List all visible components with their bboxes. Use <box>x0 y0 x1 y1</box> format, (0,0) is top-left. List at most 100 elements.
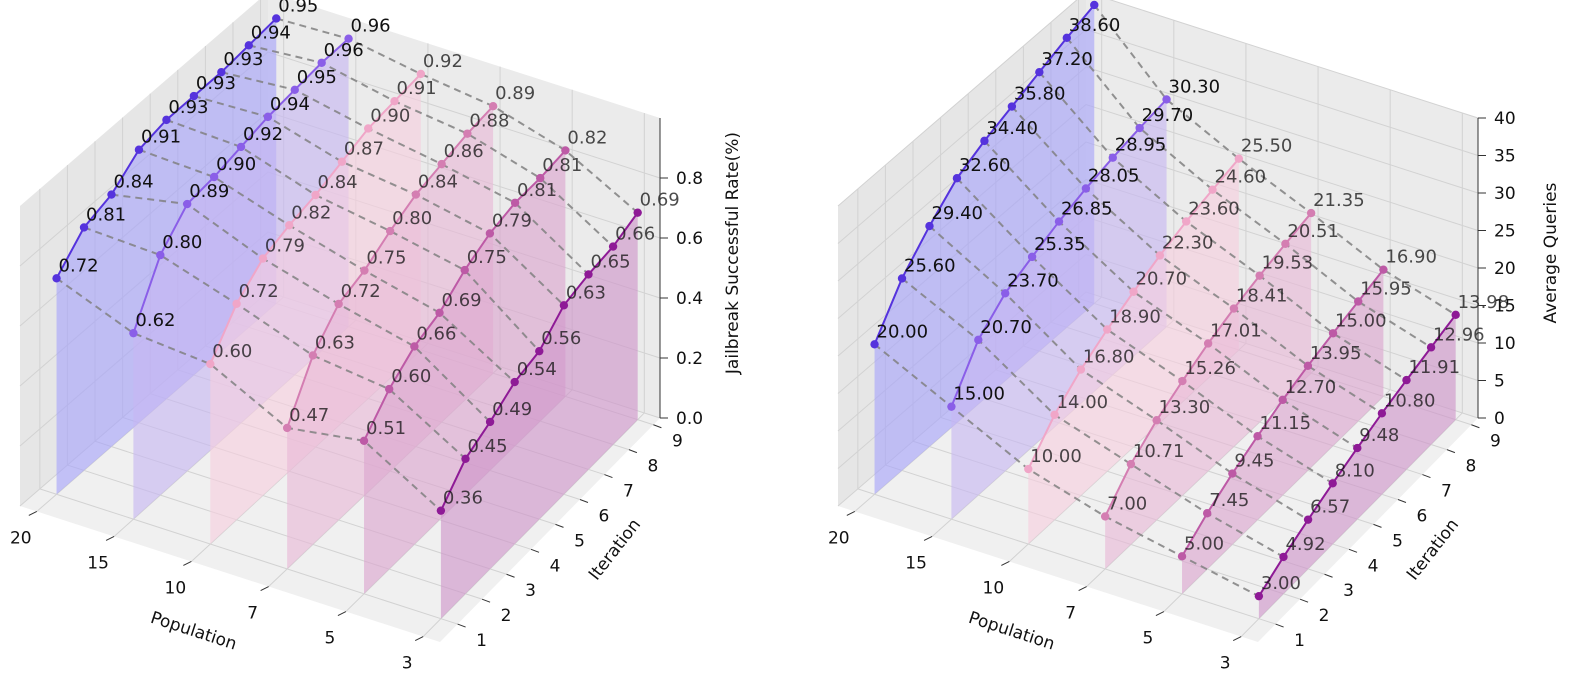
iteration-tick-label: 9 <box>672 432 683 452</box>
iteration-connector <box>1038 71 1408 381</box>
data-point <box>1177 552 1187 561</box>
data-label: 25.60 <box>904 255 956 276</box>
data-point <box>244 41 254 50</box>
population-tick-label: 10 <box>983 578 1005 598</box>
data-label: 5.00 <box>1184 533 1224 554</box>
data-label: 20.70 <box>980 317 1032 338</box>
population-tick <box>337 611 347 616</box>
data-label: 25.50 <box>1241 136 1293 157</box>
iteration-tick <box>628 449 638 454</box>
data-point <box>1103 325 1112 334</box>
data-label: 15.95 <box>1360 278 1412 299</box>
data-point <box>1024 464 1033 474</box>
data-point <box>510 377 519 387</box>
data-point <box>232 299 241 308</box>
series-fill-pop-15 <box>951 99 1167 520</box>
iteration-connector <box>138 148 516 383</box>
data-label: 0.93 <box>196 73 236 94</box>
iteration-tick <box>1373 523 1382 528</box>
data-point <box>485 229 495 238</box>
iteration-connector <box>1011 105 1383 415</box>
data-label: 3.00 <box>1261 573 1301 594</box>
data-label: 39.80 <box>1096 0 1148 3</box>
data-point <box>1108 153 1117 162</box>
data-label: 0.82 <box>291 202 331 223</box>
data-label: 20.00 <box>877 321 929 342</box>
population-tick <box>28 510 38 516</box>
data-label: 0.65 <box>590 251 630 272</box>
iteration-axis-label: Iteration <box>585 515 645 584</box>
data-label: 0.80 <box>162 232 202 253</box>
data-point <box>1062 33 1072 43</box>
data-label: 7.00 <box>1107 493 1147 514</box>
data-label: 0.96 <box>351 16 391 37</box>
iteration-tick <box>1397 499 1407 503</box>
iteration-tick <box>457 623 466 628</box>
data-label: 13.98 <box>1458 292 1510 313</box>
population-tick <box>414 636 424 642</box>
iteration-tick-label: 6 <box>1417 506 1428 526</box>
data-label: 20.70 <box>1136 269 1188 290</box>
data-label: 38.60 <box>1069 15 1121 36</box>
data-point <box>460 265 469 275</box>
data-label: 23.60 <box>1188 198 1240 219</box>
data-point <box>156 250 165 260</box>
data-point <box>344 34 353 43</box>
data-label: 20.51 <box>1287 221 1339 242</box>
iteration-tick-label: 3 <box>1343 581 1354 601</box>
data-label: 25.35 <box>1034 234 1086 255</box>
data-point <box>1303 515 1313 524</box>
data-point <box>974 335 983 345</box>
data-label: 0.49 <box>492 399 532 420</box>
average-queries-chart: 20.00 25.60 29.40 32.60 34.40 35.80 37.20 38.60… <box>828 0 1561 674</box>
data-label: 11.91 <box>1408 357 1460 378</box>
iteration-tick-label: 8 <box>1466 457 1477 477</box>
data-point <box>1035 67 1044 77</box>
iteration-tick-label: 3 <box>525 581 536 601</box>
data-point <box>436 506 446 515</box>
iteration-axis-label: Iteration <box>1403 515 1463 584</box>
data-label: 0.79 <box>492 210 532 231</box>
jailbreak-rate-chart: 0.720.810.840.910.930.930.930.940.950.62… <box>10 0 743 674</box>
data-label: 0.66 <box>416 323 456 344</box>
data-label: 26.85 <box>1061 199 1113 220</box>
data-point <box>285 221 294 230</box>
data-point <box>608 242 618 251</box>
data-label: 0.94 <box>251 22 291 43</box>
data-label: 35.80 <box>1014 84 1066 105</box>
data-point <box>206 359 215 369</box>
data-point <box>384 384 394 394</box>
data-point <box>189 91 199 101</box>
z-tick-label: 30 <box>1494 184 1516 204</box>
data-label: 18.41 <box>1236 286 1288 307</box>
data-point <box>390 97 399 106</box>
data-label: 34.40 <box>986 118 1038 139</box>
data-point <box>134 145 144 154</box>
data-label: 0.63 <box>566 282 606 303</box>
data-point <box>897 274 907 283</box>
iteration-connector <box>111 193 491 423</box>
iteration-tick <box>1299 598 1309 603</box>
data-point <box>410 342 419 351</box>
data-point <box>1303 361 1313 371</box>
z-tick-label: 10 <box>1494 334 1516 354</box>
data-label: 0.66 <box>615 224 655 245</box>
data-label: 9.48 <box>1359 425 1399 446</box>
population-tick-label: 20 <box>10 528 32 548</box>
data-point <box>1402 375 1411 385</box>
data-point <box>584 270 593 279</box>
data-point <box>1228 469 1237 478</box>
data-point <box>290 85 299 95</box>
data-point <box>1129 287 1138 296</box>
population-tick <box>923 536 933 541</box>
population-tick-label: 10 <box>165 578 187 598</box>
data-point <box>633 208 642 217</box>
z-tick-label: 20 <box>1494 259 1516 279</box>
population-tick <box>1155 611 1165 616</box>
data-point <box>510 198 520 207</box>
data-point <box>263 112 273 122</box>
z-tick-label: 25 <box>1494 222 1516 242</box>
grid-line <box>857 488 1276 625</box>
data-point <box>1254 591 1264 601</box>
data-label: 0.56 <box>541 328 581 349</box>
